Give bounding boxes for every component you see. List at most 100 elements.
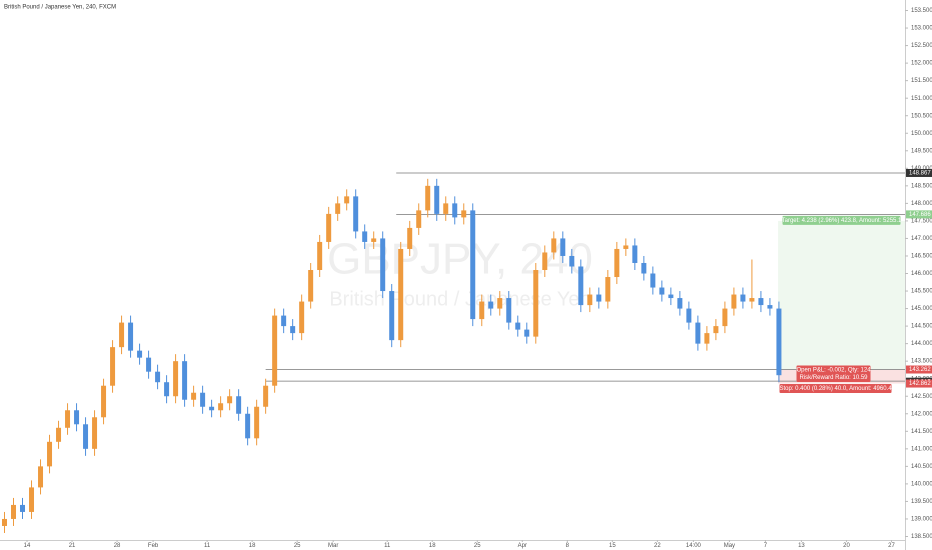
candle-body [236, 396, 242, 414]
pnl-label: Open P&L: -0.002, Qty: 124 [796, 368, 871, 374]
candle-body [632, 245, 638, 263]
candle-body [461, 210, 467, 218]
candle-body [371, 238, 377, 242]
candle-body [290, 326, 296, 334]
candle-body [245, 413, 251, 439]
y-tick-label: 149.000 [911, 166, 932, 172]
candle-body [20, 504, 26, 512]
candle-body [254, 406, 260, 439]
target-label-bg [782, 215, 901, 225]
candle-body [38, 466, 44, 488]
y-tick-label: 138.500 [911, 534, 932, 540]
candle-body [659, 287, 665, 295]
candle-body [209, 406, 215, 411]
candle-body [641, 262, 647, 274]
candle-body [389, 291, 395, 341]
candle-body [146, 357, 152, 372]
candle-body [56, 427, 62, 442]
candle-body [335, 203, 341, 214]
candle-body [596, 294, 602, 302]
candle-body [524, 329, 530, 337]
candle-body [281, 315, 287, 327]
pnl-label-bg [796, 365, 871, 375]
candle-body [758, 298, 764, 306]
candle-body [407, 227, 413, 249]
x-tick-label: 8 [566, 543, 570, 549]
candle-body [713, 326, 719, 334]
y-tick-label: 146.000 [911, 271, 932, 277]
x-tick-label: 25 [474, 543, 481, 549]
candle-body [614, 248, 620, 278]
candle-body [74, 410, 80, 425]
candle-body [263, 385, 269, 407]
price-marker-label: 143.262 [909, 367, 931, 373]
x-tick-label: 18 [249, 543, 256, 549]
candle-body [425, 185, 431, 211]
y-tick-label: 139.000 [911, 517, 932, 523]
candle-body [587, 294, 593, 306]
candle-body [731, 294, 737, 309]
x-tick-label: 15 [609, 543, 616, 549]
candle-body [65, 410, 71, 428]
price-marker [906, 379, 932, 388]
y-tick-label: 149.500 [911, 148, 932, 154]
target-zone [778, 220, 905, 370]
x-tick-label: 20 [843, 543, 850, 549]
candle-body [326, 213, 332, 242]
candle-body [722, 308, 728, 327]
y-tick-label: 141.000 [911, 446, 932, 452]
y-tick-label: 140.000 [911, 481, 932, 487]
y-tick-label: 151.500 [911, 78, 932, 84]
x-tick-label: 14:00 [686, 543, 702, 549]
candle-body [551, 238, 557, 253]
x-tick-label: 7 [764, 543, 768, 549]
y-tick-label: 144.500 [911, 324, 932, 330]
price-marker-label: 147.686 [909, 212, 931, 218]
candle-body [2, 518, 8, 526]
candle-body [569, 255, 575, 267]
stop-label: Stop: 0.400 (0.28%) 40.0, Amount: 4960.4 [779, 386, 892, 392]
x-tick-label: 25 [294, 543, 301, 549]
candle-body [101, 385, 107, 418]
candle-body [542, 252, 548, 270]
y-tick-label: 151.000 [911, 96, 932, 102]
x-tick-label: 27 [888, 543, 895, 549]
candle-body [749, 298, 755, 302]
candle-body [344, 196, 350, 204]
y-tick-label: 145.000 [911, 306, 932, 312]
candle-body [506, 298, 512, 323]
candle-body [515, 322, 521, 330]
candle-body [182, 361, 188, 400]
candle-body [695, 322, 701, 344]
candle-body [173, 361, 179, 397]
candle-body [623, 245, 629, 249]
x-tick-label: Feb [148, 543, 159, 549]
x-tick-label: 28 [114, 543, 121, 549]
ratio-label-bg [796, 373, 871, 383]
candle-body [677, 298, 683, 309]
candle-body [533, 270, 539, 337]
y-tick-label: 143.500 [911, 359, 932, 365]
candle-body [560, 238, 566, 256]
candle-body [767, 305, 773, 309]
y-tick-label: 142.500 [911, 394, 932, 400]
y-tick-label: 152.000 [911, 61, 932, 67]
candle-body [164, 382, 170, 397]
x-tick-label: 22 [654, 543, 661, 549]
candle-body [398, 248, 404, 341]
candle-body [380, 238, 386, 292]
candle-body [200, 392, 206, 407]
y-tick-label: 148.000 [911, 201, 932, 207]
candle-body [686, 308, 692, 323]
ratio-label: Risk/Reward Ratio: 10.59 [799, 375, 868, 381]
candle-body [119, 322, 125, 348]
price-marker-label: 142.862 [909, 381, 931, 387]
candle-body [83, 424, 89, 449]
candle-body [452, 203, 458, 218]
watermark-symbol: GBPJPY, 240 [327, 235, 593, 284]
candle-body [362, 231, 368, 242]
x-tick-label: 14 [24, 543, 31, 549]
x-tick-label: 21 [69, 543, 76, 549]
